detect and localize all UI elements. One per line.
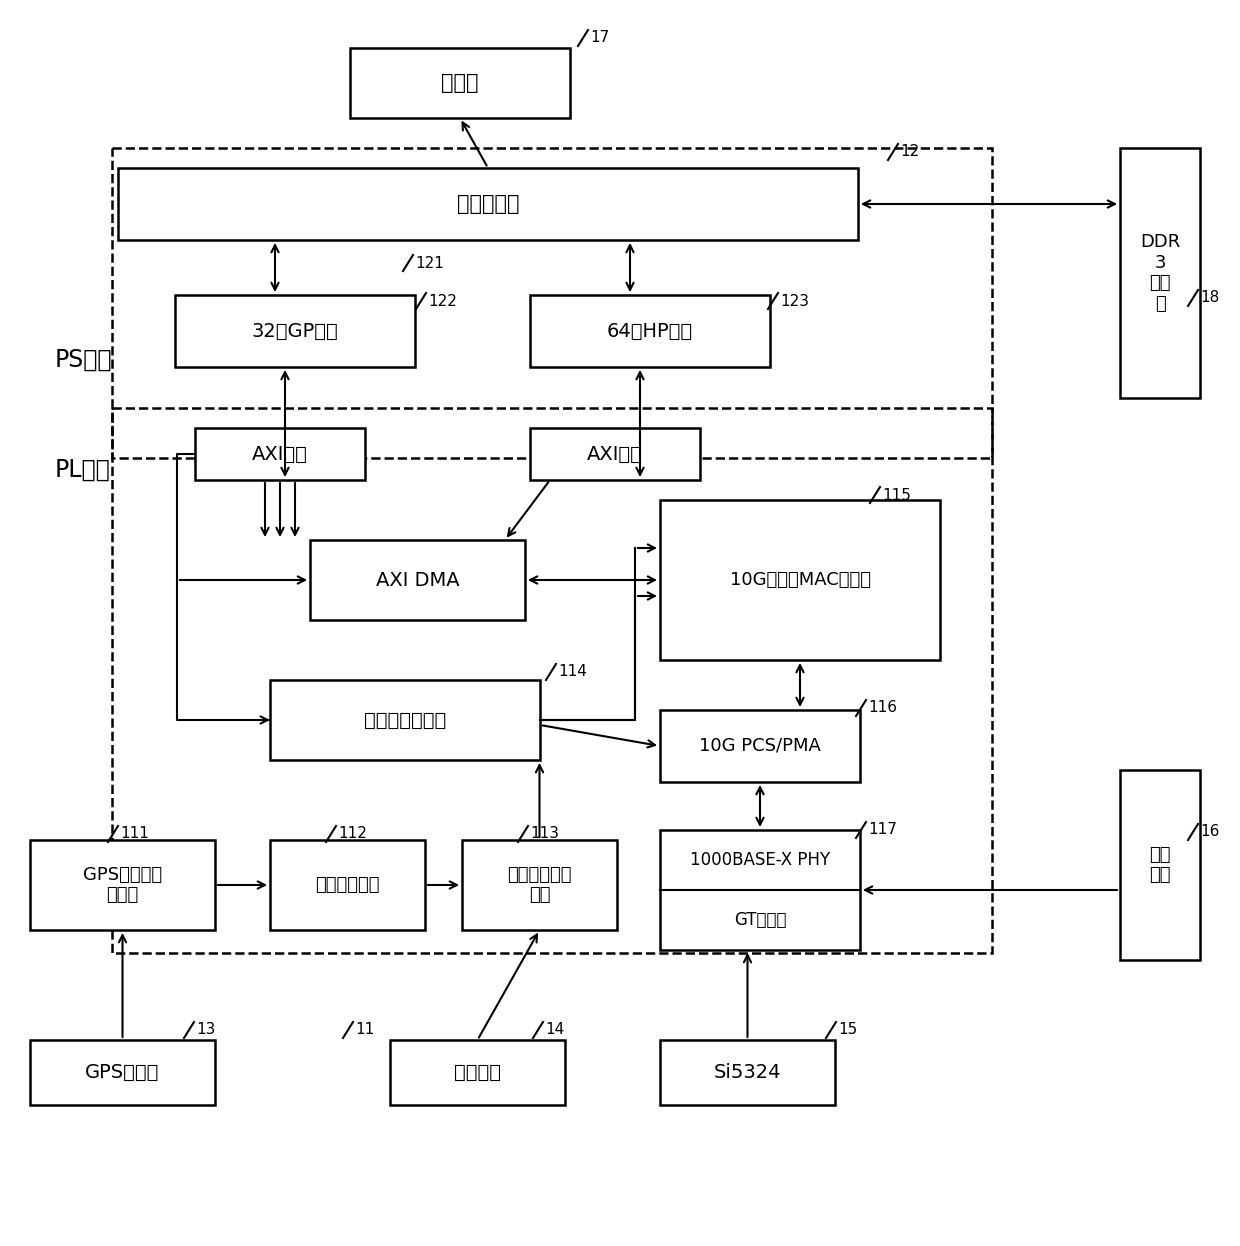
Text: 12: 12 bbox=[900, 145, 919, 159]
Text: AXI互联: AXI互联 bbox=[252, 445, 308, 464]
Text: 时间戳标记单元: 时间戳标记单元 bbox=[363, 710, 446, 729]
Bar bbox=[112, 407, 992, 953]
Bar bbox=[30, 840, 215, 930]
Bar bbox=[1120, 148, 1200, 397]
Bar bbox=[270, 680, 539, 760]
Text: 14: 14 bbox=[546, 1023, 564, 1038]
Bar bbox=[30, 1040, 215, 1105]
Text: 10G PCS/PMA: 10G PCS/PMA bbox=[699, 736, 821, 755]
Bar bbox=[660, 710, 861, 782]
Text: 117: 117 bbox=[868, 822, 897, 837]
Text: 114: 114 bbox=[558, 664, 587, 679]
Text: 15: 15 bbox=[838, 1023, 857, 1038]
Text: GT收发器: GT收发器 bbox=[734, 911, 786, 930]
Text: PL部分: PL部分 bbox=[55, 459, 110, 482]
Text: AXI DMA: AXI DMA bbox=[376, 571, 459, 589]
Text: 116: 116 bbox=[868, 700, 897, 715]
Bar bbox=[310, 540, 525, 621]
Text: 应用处理器: 应用处理器 bbox=[456, 194, 520, 214]
Text: 显示器: 显示器 bbox=[441, 74, 479, 93]
Bar bbox=[1120, 770, 1200, 959]
Text: 115: 115 bbox=[882, 487, 911, 502]
Text: Si5324: Si5324 bbox=[714, 1063, 781, 1082]
Bar bbox=[112, 148, 992, 459]
Bar bbox=[350, 49, 570, 118]
Bar bbox=[463, 840, 618, 930]
Text: 恒温晶振: 恒温晶振 bbox=[454, 1063, 501, 1082]
Text: 121: 121 bbox=[415, 255, 444, 270]
Text: 1000BASE-X PHY: 1000BASE-X PHY bbox=[689, 851, 830, 868]
Bar bbox=[660, 1040, 835, 1105]
Text: GPS解析预处
理单元: GPS解析预处 理单元 bbox=[83, 866, 162, 905]
Text: 本地时钟控制
单元: 本地时钟控制 单元 bbox=[507, 866, 572, 905]
Text: 13: 13 bbox=[196, 1023, 216, 1038]
Text: 32位GP端口: 32位GP端口 bbox=[252, 321, 339, 340]
Bar bbox=[391, 1040, 565, 1105]
Bar bbox=[118, 168, 858, 240]
Text: 111: 111 bbox=[120, 826, 149, 841]
Text: AXI互联: AXI互联 bbox=[587, 445, 642, 464]
Bar bbox=[529, 427, 701, 480]
Text: GPS接收器: GPS接收器 bbox=[86, 1063, 160, 1082]
Text: 112: 112 bbox=[339, 826, 367, 841]
Text: 17: 17 bbox=[590, 30, 609, 46]
Bar bbox=[270, 840, 425, 930]
Text: 18: 18 bbox=[1200, 290, 1219, 305]
Text: 122: 122 bbox=[428, 294, 456, 309]
Bar bbox=[175, 295, 415, 368]
Bar bbox=[660, 500, 940, 660]
Text: 时间输入单元: 时间输入单元 bbox=[315, 876, 379, 893]
Text: DDR
3
存储
器: DDR 3 存储 器 bbox=[1140, 233, 1180, 313]
Text: PS部分: PS部分 bbox=[55, 348, 113, 373]
Bar bbox=[195, 427, 365, 480]
Text: 光纤
模块: 光纤 模块 bbox=[1149, 846, 1171, 885]
Bar bbox=[529, 295, 770, 368]
Text: 11: 11 bbox=[355, 1023, 374, 1038]
Text: 16: 16 bbox=[1200, 825, 1219, 840]
Text: 113: 113 bbox=[529, 826, 559, 841]
Bar bbox=[660, 830, 861, 949]
Text: 10G以太网MAC控制器: 10G以太网MAC控制器 bbox=[729, 571, 870, 589]
Text: 64位HP端口: 64位HP端口 bbox=[606, 321, 693, 340]
Text: 123: 123 bbox=[780, 294, 808, 309]
